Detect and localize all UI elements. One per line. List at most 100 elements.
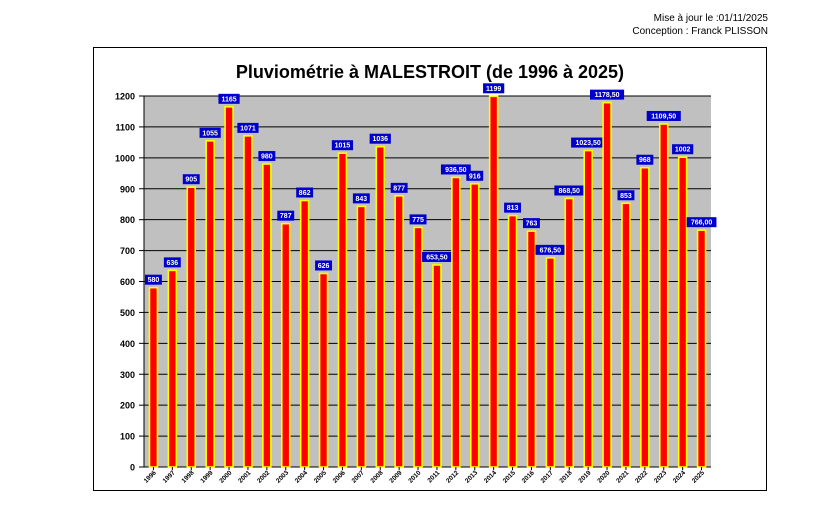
data-label-box (237, 122, 259, 133)
bar-2009 (394, 195, 404, 468)
x-tick-label: 2000 (218, 469, 233, 484)
data-label: 1023,50 (575, 140, 600, 147)
data-label-box (523, 218, 540, 229)
data-label-box (554, 185, 585, 196)
bar-2025 (696, 229, 707, 468)
data-label: 868,50 (559, 188, 581, 195)
x-tick-label: 2012 (445, 469, 460, 484)
y-tick-label: 400 (120, 339, 135, 349)
bar-1999 (205, 140, 215, 468)
data-label-box (199, 127, 221, 138)
x-tick-label: 2008 (369, 469, 384, 484)
data-label-box (331, 140, 354, 151)
bar-2007 (356, 205, 367, 468)
data-label-box (369, 133, 391, 144)
data-label-box (182, 174, 200, 185)
data-label-box (409, 214, 427, 225)
bar-2012 (451, 176, 461, 468)
data-label-box (636, 154, 654, 165)
data-label: 1015 (335, 143, 351, 150)
chart-frame: Pluviométrie à MALESTROIT (de 1996 à 202… (93, 47, 767, 491)
y-tick-label: 1100 (115, 122, 135, 132)
chart-title: Pluviométrie à MALESTROIT (de 1996 à 202… (235, 62, 625, 82)
data-label-box (617, 190, 635, 201)
data-label-box (504, 202, 521, 213)
bar-2005 (318, 272, 329, 468)
bar-2013 (469, 183, 480, 468)
data-label: 636 (167, 260, 179, 267)
x-tick-label: 2017 (540, 469, 555, 484)
x-tick-label: 1999 (199, 469, 214, 484)
x-tick-label: 2020 (596, 469, 611, 484)
data-label: 766,00 (691, 220, 713, 227)
data-label-box (422, 251, 452, 262)
y-tick-label: 200 (120, 401, 135, 411)
data-label-box (672, 144, 694, 155)
chart-svg: 0 100 200 300 400 500 600 700 800 900 1000 1100 1200… (115, 83, 717, 485)
x-tick-label: 2010 (407, 469, 422, 484)
data-label: 905 (185, 177, 197, 184)
x-tick-label: 2009 (388, 469, 403, 484)
bar-2023 (658, 123, 669, 468)
x-tick-label: 2025 (691, 469, 706, 484)
x-tick-label: 2006 (332, 469, 347, 484)
bar-2014 (488, 95, 499, 468)
x-tick-label: 2004 (294, 469, 309, 484)
y-tick-label: 800 (120, 215, 135, 225)
bar-1997 (167, 269, 178, 468)
data-label: 787 (280, 213, 292, 220)
x-tick-label: 2007 (351, 469, 366, 484)
data-label-box (218, 93, 240, 104)
bar-2002 (262, 163, 272, 468)
data-label: 1109,50 (651, 113, 676, 120)
bar-2018 (564, 197, 575, 468)
x-tick-label: 1996 (143, 469, 158, 484)
data-label-box (390, 182, 408, 193)
data-label-box (440, 164, 471, 175)
x-tick-label: 2002 (256, 469, 271, 484)
data-label-box (535, 244, 566, 255)
data-label-box (352, 193, 370, 204)
x-tick-label: 2005 (313, 469, 328, 484)
bar-1998 (186, 186, 197, 468)
data-label-box (646, 110, 681, 121)
bar-2022 (640, 166, 650, 468)
x-tick-label: 2013 (464, 469, 479, 484)
bar-2019 (583, 149, 593, 468)
data-label: 653,50 (426, 254, 448, 261)
y-tick-label: 1000 (115, 153, 135, 163)
data-label: 843 (356, 196, 368, 203)
data-label: 936,50 (445, 167, 467, 174)
data-label: 1055 (202, 130, 218, 137)
data-label-box (277, 210, 295, 221)
data-label-box (571, 137, 606, 148)
bar-2010 (413, 226, 423, 468)
data-label-box (258, 151, 276, 162)
data-label: 1178,50 (595, 92, 620, 99)
bar-1996 (148, 286, 159, 468)
data-label: 862 (299, 190, 311, 197)
data-label: 1199 (486, 86, 501, 93)
data-label-box (483, 83, 505, 94)
data-label: 968 (639, 157, 651, 164)
data-label: 853 (620, 193, 632, 200)
bar-2008 (375, 145, 386, 468)
x-tick-label: 2022 (634, 469, 649, 484)
data-label-box (145, 274, 162, 285)
data-label: 626 (318, 263, 330, 270)
data-label: 916 (469, 173, 481, 180)
bar-2015 (507, 214, 518, 468)
bar-2003 (280, 222, 291, 468)
x-tick-label: 1998 (180, 469, 195, 484)
y-tick-label: 300 (120, 370, 135, 380)
data-label: 763 (526, 221, 538, 228)
y-tick-label: 600 (120, 277, 135, 287)
x-tick-label: 2016 (521, 469, 536, 484)
bar-2011 (432, 264, 442, 468)
bar-2001 (243, 135, 253, 468)
x-tick-label: 2015 (502, 469, 517, 484)
x-tick-label: 2011 (426, 469, 441, 484)
y-tick-label: 900 (120, 184, 135, 194)
data-label: 1036 (372, 136, 388, 143)
author-text: Conception : Franck PLISSON (632, 26, 768, 37)
